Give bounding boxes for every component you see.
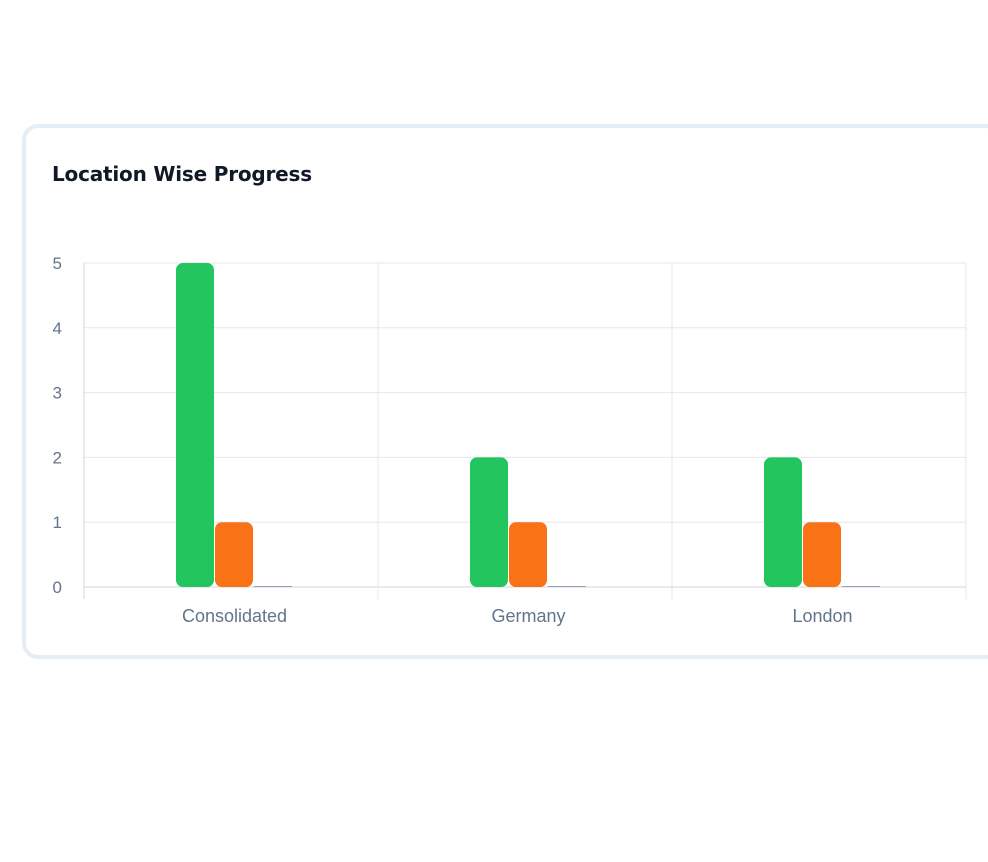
- axis-labels: 0 1 2 3 4 5 Consolidated Germany London: [53, 254, 853, 626]
- bar: [803, 522, 841, 587]
- x-tick-label: Consolidated: [182, 606, 287, 626]
- bar: [842, 586, 880, 587]
- x-tick-label: Germany: [491, 606, 565, 626]
- bar: [254, 586, 292, 587]
- x-tick-label: London: [792, 606, 852, 626]
- bar: [470, 457, 508, 587]
- bar: [548, 586, 586, 587]
- y-tick-label: 0: [53, 578, 62, 597]
- y-tick-label: 3: [53, 384, 62, 403]
- chart-title: Location Wise Progress: [52, 162, 312, 186]
- y-tick-label: 1: [53, 513, 62, 532]
- bar: [176, 263, 214, 587]
- bar: [215, 522, 253, 587]
- y-tick-label: 5: [53, 254, 62, 273]
- y-tick-label: 2: [53, 448, 62, 467]
- bars: [176, 263, 880, 587]
- bar: [764, 457, 802, 587]
- y-tick-label: 4: [53, 319, 62, 338]
- bar: [509, 522, 547, 587]
